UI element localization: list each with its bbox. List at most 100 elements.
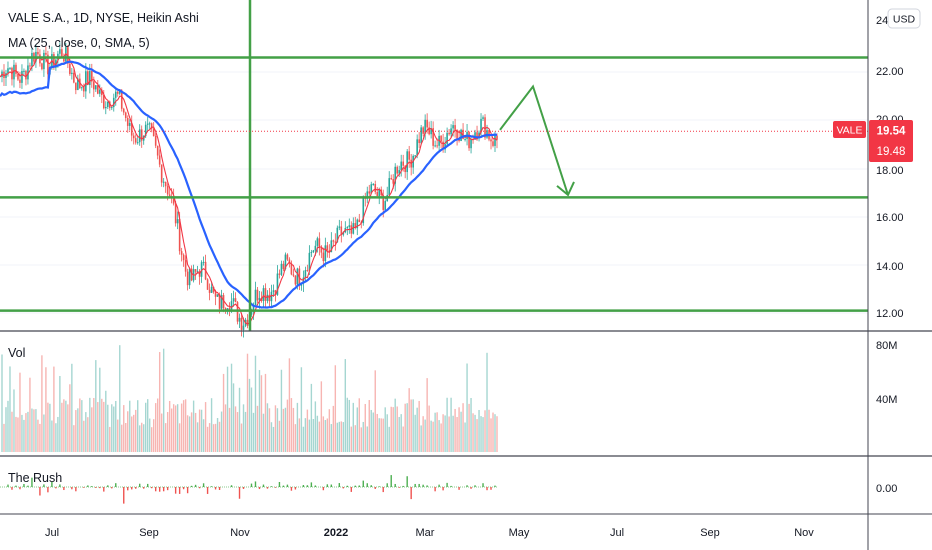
rush-histogram	[0, 475, 497, 504]
candle-body	[470, 139, 472, 149]
volume-bar	[238, 387, 241, 452]
candle-body	[158, 155, 161, 165]
currency-button[interactable]: USD	[887, 8, 921, 29]
volume-bars	[1, 345, 498, 452]
rush-bar	[486, 487, 488, 491]
candle-body	[420, 127, 422, 144]
volume-bar	[298, 418, 301, 452]
volume-bar	[448, 416, 450, 452]
currency-label: USD	[893, 14, 916, 26]
price-axis[interactable]: 24 12.00 14.00 16.00 18.00 20.00 22.00	[876, 15, 904, 320]
candle-body	[262, 288, 265, 302]
candle-body	[122, 108, 125, 113]
volume-bar	[139, 425, 141, 452]
candle-body	[100, 89, 103, 96]
rush-bar	[410, 487, 412, 500]
volume-bar	[296, 402, 299, 452]
volume-bar	[316, 415, 319, 452]
rush-bar	[346, 485, 349, 487]
volume-bar	[147, 399, 149, 452]
volume-bar	[83, 420, 85, 452]
candle-body	[346, 227, 349, 229]
volume-bar	[400, 414, 402, 452]
candle-body	[246, 319, 249, 326]
candle-body	[85, 71, 87, 92]
volume-bar	[320, 381, 323, 452]
volume-bar	[29, 377, 31, 452]
candle-body	[106, 101, 109, 107]
volume-bar	[462, 403, 464, 452]
volume-bar	[230, 363, 233, 452]
candle-body	[272, 290, 275, 292]
volume-bar	[416, 407, 418, 452]
candle-body	[21, 70, 23, 83]
time-label: May	[509, 527, 530, 539]
volume-bar	[115, 400, 117, 452]
time-axis[interactable]: Jul Sep Nov 2022 Mar May Jul Sep Nov	[45, 527, 814, 539]
volume-bar	[380, 418, 382, 452]
volume-bar	[426, 378, 428, 452]
arrow-head-icon	[556, 181, 575, 197]
candle-body	[398, 170, 400, 174]
volume-bar	[260, 375, 263, 452]
candle-body	[75, 82, 77, 91]
rush-bar	[91, 486, 93, 487]
volume-bar	[59, 375, 61, 452]
volume-bar	[33, 409, 35, 452]
volume-bar	[246, 353, 249, 452]
candle-body	[310, 252, 313, 254]
volume-bar	[330, 424, 333, 452]
volume-bar	[484, 410, 486, 452]
volume-bar	[466, 363, 468, 452]
rush-bar	[210, 486, 213, 487]
volume-bar	[71, 363, 73, 452]
volume-bar	[216, 417, 219, 452]
volume-bar	[410, 399, 412, 452]
volume-bar	[442, 414, 444, 452]
volume-bar	[7, 400, 9, 452]
projection-arrow[interactable]	[499, 84, 569, 196]
volume-bar	[160, 413, 163, 452]
volume-bar	[336, 422, 339, 452]
volume-bar	[121, 424, 123, 452]
volume-bar	[196, 422, 199, 452]
volume-tick: 80M	[876, 340, 897, 352]
volume-bar	[67, 404, 69, 452]
rush-bar	[342, 487, 345, 489]
volume-bar	[394, 398, 396, 452]
volume-bar	[57, 416, 59, 452]
candle-body	[162, 181, 165, 183]
rush-bar	[139, 483, 141, 487]
volume-bar	[378, 418, 380, 452]
volume-tick: 40M	[876, 394, 897, 406]
price-tick-top: 24	[876, 15, 888, 27]
volume-bar	[73, 425, 75, 452]
volume-bar	[398, 416, 400, 452]
candle-body	[252, 305, 255, 313]
rush-bar	[354, 485, 356, 487]
volume-bar	[370, 409, 372, 452]
candle-body	[53, 54, 55, 68]
volume-bar	[420, 425, 422, 452]
rush-bar	[135, 487, 137, 489]
candle-body	[116, 91, 119, 94]
volume-bar	[1, 354, 3, 452]
candle-body	[418, 139, 420, 144]
candle-body	[25, 70, 27, 80]
volume-bar	[127, 411, 129, 452]
candle-body	[87, 71, 89, 86]
rush-bar	[266, 487, 269, 489]
horizontal-levels[interactable]	[0, 0, 868, 331]
rush-bar	[322, 487, 325, 491]
volume-bar	[306, 409, 309, 452]
candle-body	[43, 52, 45, 70]
rush-bar	[378, 486, 380, 487]
candle-body	[468, 132, 470, 149]
candle-body	[130, 122, 133, 136]
candle-body	[98, 89, 101, 94]
candle-body	[23, 70, 25, 72]
price-tick: 18.00	[876, 165, 904, 177]
volume-bar	[318, 421, 321, 452]
candle-body	[286, 254, 289, 260]
